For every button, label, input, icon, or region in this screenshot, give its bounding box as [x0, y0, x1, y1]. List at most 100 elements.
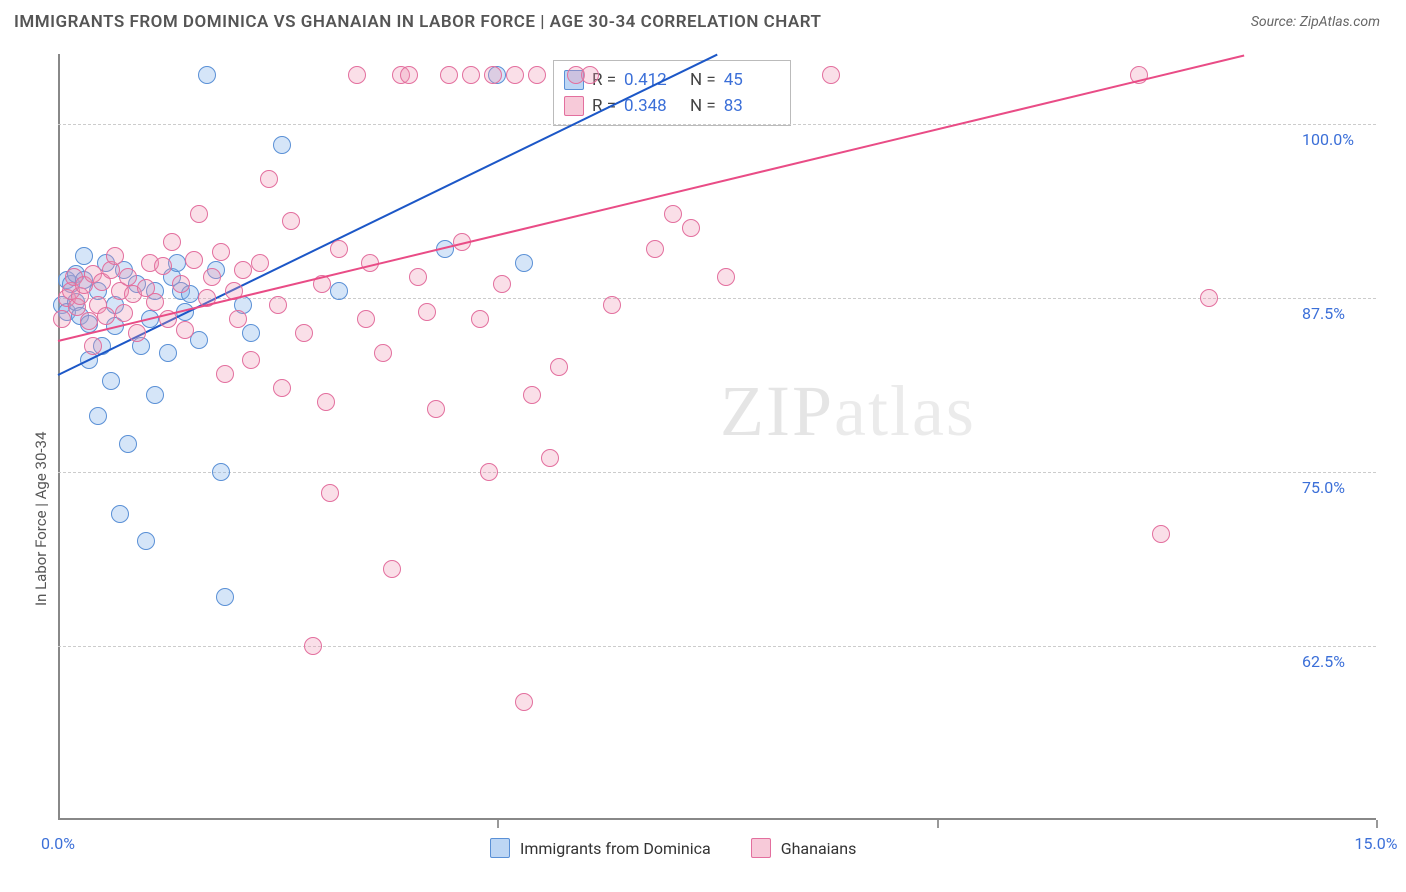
x-tick-label: 15.0%	[1355, 834, 1398, 853]
y-tick-label: 75.0%	[1302, 478, 1345, 497]
scatter-point-ghanaians	[822, 66, 840, 84]
scatter-point-ghanaians	[418, 303, 436, 321]
scatter-point-ghanaians	[234, 261, 252, 279]
scatter-point-ghanaians	[1152, 525, 1170, 543]
scatter-point-ghanaians	[295, 324, 313, 342]
scatter-point-dominica	[159, 344, 177, 362]
scatter-point-ghanaians	[185, 251, 203, 269]
scatter-point-dominica	[216, 588, 234, 606]
scatter-point-ghanaians	[176, 321, 194, 339]
scatter-point-ghanaians	[383, 560, 401, 578]
scatter-point-dominica	[111, 505, 129, 523]
y-gridline	[58, 472, 1376, 473]
stats-n-value: 83	[724, 93, 776, 119]
scatter-point-dominica	[102, 372, 120, 390]
legend-swatch-blue	[490, 838, 510, 858]
stats-row: R =0.348N =83	[564, 93, 776, 119]
scatter-point-ghanaians	[282, 212, 300, 230]
y-gridline	[58, 124, 1376, 125]
scatter-point-ghanaians	[260, 170, 278, 188]
scatter-point-ghanaians	[400, 66, 418, 84]
y-tick-label: 62.5%	[1302, 652, 1345, 671]
scatter-point-dominica	[198, 66, 216, 84]
stats-n-value: 45	[724, 67, 776, 93]
scatter-point-ghanaians	[480, 463, 498, 481]
scatter-point-ghanaians	[427, 400, 445, 418]
scatter-point-ghanaians	[1200, 289, 1218, 307]
scatter-point-ghanaians	[269, 296, 287, 314]
scatter-point-ghanaians	[128, 324, 146, 342]
stats-n-label: N =	[690, 67, 716, 93]
scatter-point-ghanaians	[212, 243, 230, 261]
legend-label: Ghanaians	[781, 839, 857, 858]
scatter-point-ghanaians	[484, 66, 502, 84]
scatter-point-dominica	[273, 136, 291, 154]
scatter-point-ghanaians	[216, 365, 234, 383]
scatter-point-ghanaians	[119, 268, 137, 286]
scatter-point-dominica	[137, 532, 155, 550]
scatter-point-ghanaians	[154, 257, 172, 275]
scatter-point-dominica	[75, 247, 93, 265]
scatter-point-dominica	[119, 435, 137, 453]
legend-item-blue: Immigrants from Dominica	[490, 838, 711, 858]
legend-label: Immigrants from Dominica	[520, 839, 711, 858]
scatter-point-ghanaians	[317, 393, 335, 411]
stats-r-value: 0.412	[624, 67, 676, 93]
stats-n-label: N =	[690, 93, 716, 119]
scatter-point-ghanaians	[242, 351, 260, 369]
scatter-point-ghanaians	[462, 66, 480, 84]
scatter-point-ghanaians	[348, 66, 366, 84]
x-tick-mark	[497, 820, 499, 828]
scatter-point-ghanaians	[440, 66, 458, 84]
scatter-point-ghanaians	[717, 268, 735, 286]
scatter-point-ghanaians	[106, 247, 124, 265]
scatter-point-ghanaians	[190, 205, 208, 223]
scatter-point-dominica	[89, 407, 107, 425]
scatter-point-ghanaians	[321, 484, 339, 502]
y-gridline	[58, 646, 1376, 647]
title-bar: IMMIGRANTS FROM DOMINICA VS GHANAIAN IN …	[0, 0, 1406, 44]
y-tick-label: 100.0%	[1302, 130, 1354, 149]
scatter-point-ghanaians	[471, 310, 489, 328]
scatter-point-ghanaians	[251, 254, 269, 272]
scatter-point-dominica	[146, 386, 164, 404]
scatter-point-dominica	[515, 254, 533, 272]
scatter-point-ghanaians	[646, 240, 664, 258]
scatter-point-ghanaians	[97, 307, 115, 325]
scatter-point-ghanaians	[203, 268, 221, 286]
scatter-point-ghanaians	[84, 337, 102, 355]
scatter-point-ghanaians	[664, 205, 682, 223]
scatter-point-dominica	[330, 282, 348, 300]
scatter-point-dominica	[212, 463, 230, 481]
scatter-point-ghanaians	[528, 66, 546, 84]
plot-area	[58, 54, 1376, 820]
scatter-point-ghanaians	[682, 219, 700, 237]
legend-bottom: Immigrants from Dominica Ghanaians	[490, 838, 856, 858]
scatter-point-ghanaians	[357, 310, 375, 328]
source-label: Source: ZipAtlas.com	[1251, 14, 1380, 30]
scatter-point-ghanaians	[330, 240, 348, 258]
scatter-point-ghanaians	[581, 66, 599, 84]
scatter-point-ghanaians	[304, 637, 322, 655]
x-tick-mark	[1376, 820, 1378, 828]
scatter-point-ghanaians	[273, 379, 291, 397]
scatter-point-ghanaians	[541, 449, 559, 467]
scatter-point-ghanaians	[53, 310, 71, 328]
y-axis-label: In Labor Force | Age 30-34	[32, 431, 50, 605]
scatter-point-ghanaians	[493, 275, 511, 293]
chart-title: IMMIGRANTS FROM DOMINICA VS GHANAIAN IN …	[14, 12, 821, 32]
scatter-point-ghanaians	[172, 275, 190, 293]
legend-item-pink: Ghanaians	[751, 838, 857, 858]
legend-swatch-pink	[751, 838, 771, 858]
scatter-point-dominica	[242, 324, 260, 342]
scatter-point-ghanaians	[550, 358, 568, 376]
x-tick-mark	[937, 820, 939, 828]
scatter-point-ghanaians	[229, 310, 247, 328]
y-tick-label: 87.5%	[1302, 304, 1345, 323]
scatter-point-ghanaians	[115, 304, 133, 322]
scatter-point-ghanaians	[523, 386, 541, 404]
scatter-point-ghanaians	[603, 296, 621, 314]
scatter-point-ghanaians	[80, 312, 98, 330]
scatter-point-ghanaians	[146, 293, 164, 311]
legend-swatch-pink	[564, 96, 584, 116]
